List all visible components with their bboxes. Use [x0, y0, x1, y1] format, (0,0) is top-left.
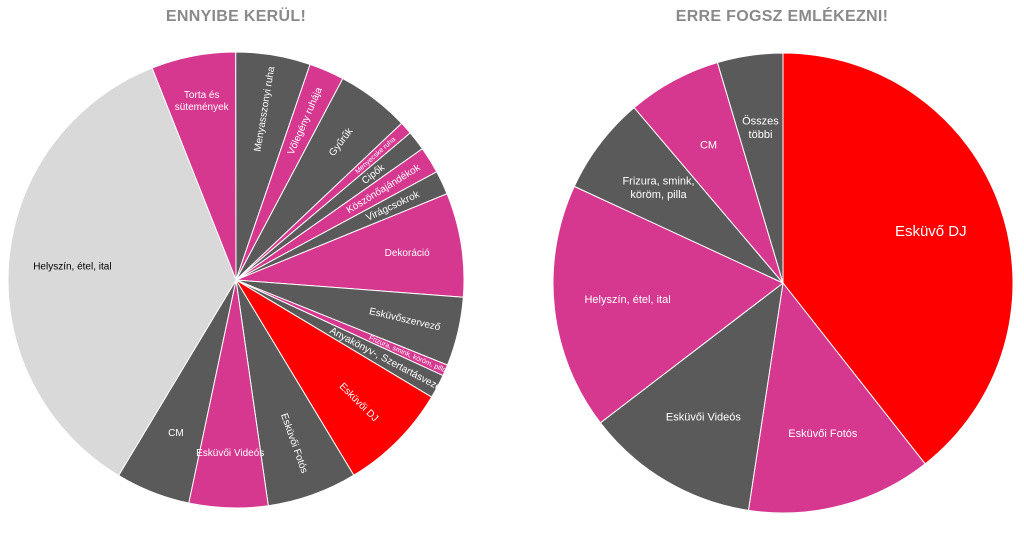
left-pie-slice: [235, 193, 465, 298]
right-pie: Esküvő DJ Esküvői Fotós Esküvői Videós Hely…: [552, 52, 1014, 514]
right-pie-slice: [747, 281, 926, 514]
right-chart-title: ERRE FOGSZ EMLÉKEZNI!: [675, 8, 889, 25]
left-pie: Torta és sütemények Menyasszonyi ruha Vőleg…: [7, 51, 465, 509]
right-pie-slice: [599, 281, 784, 511]
right-pie-slice: [552, 185, 784, 424]
left-pie-slice: [235, 279, 433, 476]
right-pie-label: Esküvői Videós: [666, 412, 742, 424]
left-pie-label: CM: [168, 427, 184, 438]
left-pie-label: Dekoráció: [385, 248, 430, 259]
right-pie-slice: [782, 52, 1014, 465]
right-pie-label: Esküvő DJ: [895, 223, 967, 240]
right-pie-label: Helyszín, étel, ital: [584, 294, 670, 306]
right-pie-slice: [716, 52, 784, 284]
right-pie-label: Összes többi: [742, 116, 779, 141]
left-pie-label: Helyszín, étel, ital: [33, 261, 111, 272]
left-pie-label: Torta és sütemények: [175, 89, 230, 112]
left-chart-title: ENNYIBE KERÜL!: [165, 8, 307, 25]
right-pie-label: Frizura, smink, köröm, pilla: [622, 176, 694, 201]
left-pie-label: Esküvői Videós: [196, 448, 264, 459]
right-pie-label: CM: [700, 139, 717, 151]
left-pie-slice: [7, 67, 237, 477]
right-pie-label: Esküvői Fotós: [788, 428, 858, 440]
